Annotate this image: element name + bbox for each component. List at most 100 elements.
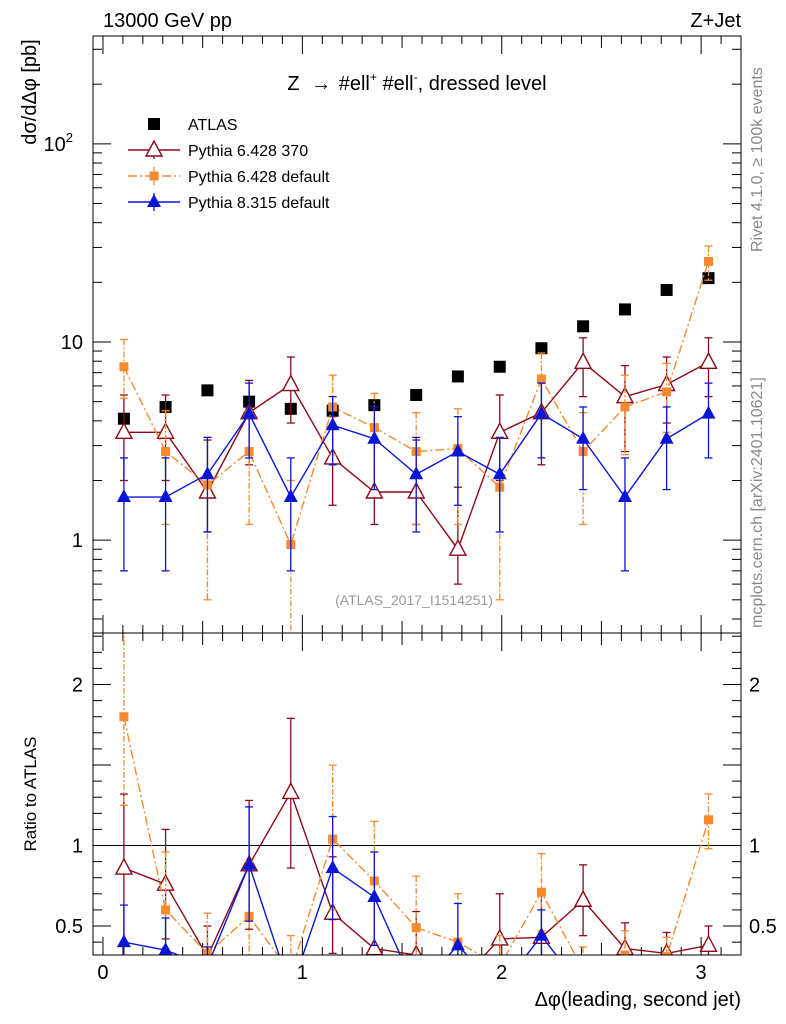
- y-tick-label: 102: [44, 130, 73, 156]
- data-point-atlas: [535, 342, 548, 355]
- mcplots-label: mcplots.cern.ch [arXiv:2401.10621]: [749, 377, 766, 628]
- data-point-atlas: [410, 389, 423, 402]
- series-line-p6_default: [123, 716, 710, 955]
- data-point-p8: [367, 889, 382, 903]
- data-point-p8: [284, 982, 298, 995]
- data-point-p6_default: [161, 905, 171, 915]
- data-point-p8: [617, 489, 632, 503]
- legend-label-atlas: ATLAS: [188, 117, 238, 134]
- data-point-p6_370: [114, 421, 134, 440]
- data-point-p8: [492, 466, 507, 480]
- data-point-p6_default: [620, 950, 630, 955]
- data-point-p8: [409, 982, 423, 995]
- data-point-p6_default: [119, 712, 129, 722]
- ratio-y-tick-label-right: 0.5: [749, 916, 777, 938]
- ratio-panel: 0.5 0.5 1 1 2 2 0 1 2 3 Ratio to ATLAS Δφ(leading…: [21, 632, 777, 1011]
- data-point-p6_default: [579, 965, 588, 974]
- data-point-p8: [493, 982, 507, 995]
- data-point-p8: [200, 958, 214, 971]
- data-point-atlas: [660, 283, 673, 296]
- data-point-p6_default: [704, 815, 714, 825]
- legend-marker-p6_370: [144, 139, 164, 157]
- data-point-p8: [200, 466, 215, 480]
- ratio-frame: [92, 632, 742, 956]
- analysis-watermark: (ATLAS_2017_I1514251): [335, 592, 493, 608]
- main-panel: 1 10 102 Z → #ell+ #ell-, dressed level dσ…: [19, 35, 742, 634]
- legend-label-p8: Pythia 8.315 default: [188, 195, 330, 212]
- data-point-p6_default: [536, 887, 546, 897]
- series-line-p8: [123, 862, 558, 955]
- data-point-p6_370: [281, 374, 300, 392]
- y-tick-label-exponent: 2: [66, 130, 73, 145]
- legend-label-p6_default: Pythia 6.428 default: [188, 169, 330, 186]
- main-y-axis-label: dσ/dΔφ [pb]: [19, 39, 41, 144]
- data-point-p8: [116, 934, 131, 948]
- data-point-p6_default: [119, 362, 129, 372]
- data-point-p6_370: [281, 781, 300, 800]
- ratio-y-tick-label-right: 2: [749, 675, 760, 697]
- data-point-p8: [367, 430, 382, 444]
- ratio-y-tick-label-right: 1: [749, 836, 760, 858]
- data-point-p8: [534, 405, 549, 419]
- data-point-p8: [409, 466, 424, 480]
- series-line-p6_370: [123, 790, 709, 955]
- x-tick-label: 3: [696, 962, 707, 984]
- data-point-p6_370: [448, 538, 468, 556]
- x-axis-label: Δφ(leading, second jet): [535, 989, 741, 1011]
- x-tick-label: 1: [297, 962, 308, 984]
- data-point-atlas: [368, 399, 381, 412]
- header-left: 13000 GeV pp: [103, 10, 232, 32]
- main-series: [114, 245, 718, 633]
- y-tick-label: 1: [72, 530, 83, 552]
- data-point-p8: [576, 430, 591, 444]
- data-point-p6_370: [490, 421, 509, 440]
- data-point-p6_370: [699, 934, 718, 953]
- header-right: Z+Jet: [690, 10, 741, 32]
- data-point-p6_370: [450, 975, 466, 990]
- data-point-p6_370: [365, 481, 384, 499]
- data-point-atlas: [451, 370, 464, 383]
- data-point-p8: [659, 430, 674, 444]
- data-point-p8: [242, 856, 257, 870]
- ratio-series: [114, 633, 718, 995]
- data-point-p6_370: [573, 351, 593, 369]
- data-point-p6_370: [699, 351, 718, 369]
- legend-marker-p8: [147, 194, 161, 207]
- series-line-p6_default: [123, 261, 710, 547]
- data-point-p8: [283, 489, 298, 503]
- data-point-p6_default: [704, 256, 714, 266]
- legend-marker-atlas: [148, 118, 160, 130]
- data-point-p8: [450, 937, 465, 951]
- data-point-p8: [116, 489, 131, 503]
- data-point-p8: [325, 860, 340, 874]
- y-tick-label: 10: [61, 332, 83, 354]
- main-ticks: 1 10 102: [44, 36, 741, 633]
- data-point-p8: [158, 489, 173, 503]
- data-point-p6_default: [662, 952, 672, 955]
- data-point-atlas: [493, 360, 506, 373]
- series-p8: [116, 806, 558, 995]
- ratio-y-axis-label: Ratio to ATLAS: [21, 737, 40, 852]
- rivet-label: Rivet 4.1.0, ≥ 100k events: [749, 67, 766, 252]
- data-point-p6_default: [662, 387, 672, 397]
- data-point-p6_370: [573, 889, 593, 907]
- ratio-y-tick-label: 2: [72, 675, 83, 697]
- main-title: Z → #ell+ #ell-, dressed level: [287, 70, 546, 95]
- legend-label-p6_370: Pythia 6.428 370: [188, 143, 308, 160]
- data-point-p6_default: [536, 374, 546, 384]
- data-point-p8: [534, 927, 549, 941]
- x-tick-label: 0: [97, 962, 108, 984]
- data-point-p8: [242, 405, 257, 419]
- ratio-y-tick-label: 1: [72, 836, 83, 858]
- data-point-atlas: [577, 320, 590, 333]
- data-point-p6_default: [411, 923, 421, 933]
- legend: ATLAS Pythia 6.428 370 Pythia 6.428 defaul…: [128, 117, 330, 212]
- data-point-p8: [158, 942, 173, 955]
- data-point-atlas: [201, 384, 214, 397]
- data-point-p6_default: [620, 402, 630, 412]
- data-point-p6_default: [286, 968, 295, 977]
- data-point-p6_370: [114, 857, 134, 875]
- ratio-ticks: 0.5 0.5 1 1 2 2 0 1 2 3: [55, 633, 777, 984]
- data-point-p8: [450, 443, 465, 457]
- data-point-p8: [701, 405, 716, 419]
